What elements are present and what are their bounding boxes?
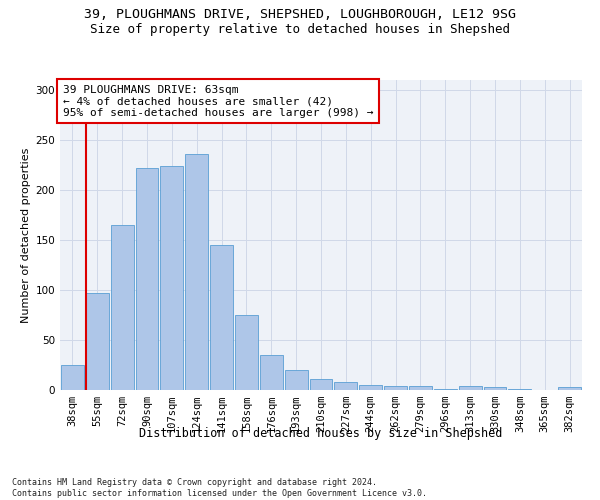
Bar bbox=[210, 245, 233, 390]
Bar bbox=[260, 355, 283, 390]
Bar bbox=[434, 389, 457, 390]
Bar bbox=[136, 168, 158, 390]
Bar bbox=[86, 293, 109, 390]
Bar bbox=[484, 387, 506, 390]
Y-axis label: Number of detached properties: Number of detached properties bbox=[21, 148, 31, 322]
Bar bbox=[359, 385, 382, 390]
Bar bbox=[558, 387, 581, 390]
Text: 39, PLOUGHMANS DRIVE, SHEPSHED, LOUGHBOROUGH, LE12 9SG: 39, PLOUGHMANS DRIVE, SHEPSHED, LOUGHBOR… bbox=[84, 8, 516, 20]
Bar bbox=[409, 386, 432, 390]
Text: Size of property relative to detached houses in Shepshed: Size of property relative to detached ho… bbox=[90, 22, 510, 36]
Text: 39 PLOUGHMANS DRIVE: 63sqm
← 4% of detached houses are smaller (42)
95% of semi-: 39 PLOUGHMANS DRIVE: 63sqm ← 4% of detac… bbox=[62, 84, 373, 118]
Bar bbox=[235, 315, 258, 390]
Bar bbox=[61, 365, 84, 390]
Text: Contains HM Land Registry data © Crown copyright and database right 2024.
Contai: Contains HM Land Registry data © Crown c… bbox=[12, 478, 427, 498]
Text: Distribution of detached houses by size in Shepshed: Distribution of detached houses by size … bbox=[139, 428, 503, 440]
Bar bbox=[310, 379, 332, 390]
Bar bbox=[334, 382, 357, 390]
Bar bbox=[111, 225, 134, 390]
Bar bbox=[508, 389, 531, 390]
Bar bbox=[185, 154, 208, 390]
Bar bbox=[459, 386, 482, 390]
Bar bbox=[384, 386, 407, 390]
Bar bbox=[160, 166, 183, 390]
Bar bbox=[285, 370, 308, 390]
